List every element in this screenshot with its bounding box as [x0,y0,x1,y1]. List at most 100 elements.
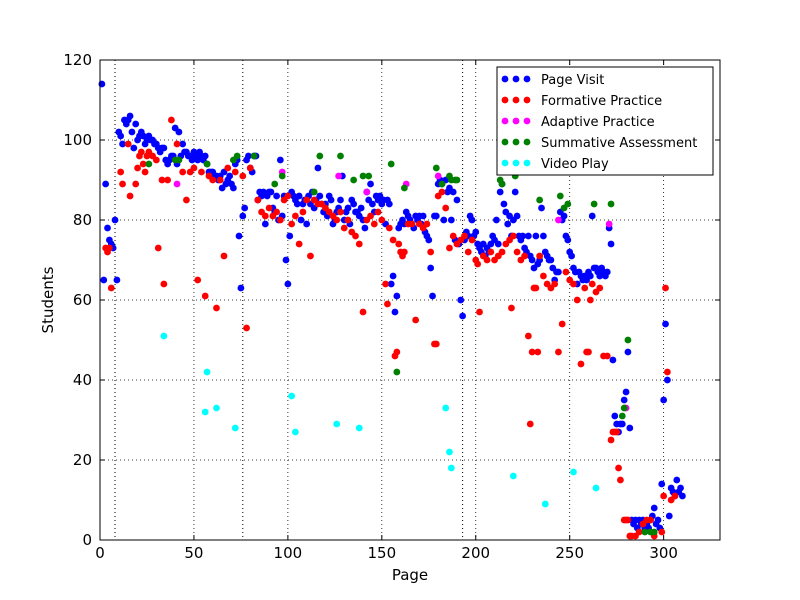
point-formative-practice [179,168,187,176]
point-page-visit [528,256,536,264]
point-formative-practice [201,292,209,300]
point-summative-assessment [624,336,632,344]
legend-label-adaptive-practice: Adaptive Practice [541,115,655,130]
legend-marker-page-visit [523,75,531,83]
point-formative-practice [284,192,292,200]
legend-marker-summative-assessment [512,138,520,146]
point-page-visit [673,476,681,484]
point-formative-practice [355,240,363,248]
point-formative-practice [408,220,416,228]
point-formative-practice [662,284,669,292]
point-summative-assessment [556,192,564,200]
point-formative-practice [442,204,450,212]
y-tick-label: 0 [82,531,92,549]
point-summative-assessment [393,368,401,376]
legend-marker-video-play [523,159,531,167]
point-page-visit [447,216,455,224]
point-formative-practice [254,196,262,204]
point-page-visit [344,204,352,212]
point-formative-practice [474,260,482,268]
point-page-visit [119,140,126,148]
point-page-visit [327,196,335,204]
point-page-visit [654,516,662,524]
series-summative-assessment [145,152,658,536]
grid [100,60,720,540]
point-formative-practice [449,232,457,240]
point-formative-practice [526,420,534,428]
point-formative-practice [137,148,145,156]
point-formative-practice [152,156,160,164]
point-page-visit [229,184,237,192]
point-formative-practice [389,236,397,244]
y-axis-label: Students [39,266,57,333]
point-formative-practice [660,492,668,500]
point-page-visit [419,212,427,220]
point-formative-practice [635,528,643,536]
point-summative-assessment [590,200,598,208]
point-page-visit [111,216,119,224]
point-formative-practice [173,140,181,148]
point-formative-practice [395,240,403,248]
legend: Page Visit Formative Practice Adaptive Pra… [496,66,714,176]
point-page-visit [472,228,480,236]
point-formative-practice [231,168,239,176]
point-formative-practice [588,280,596,288]
point-formative-practice [288,220,296,228]
point-page-visit [316,192,324,200]
point-page-visit [385,200,393,208]
point-adaptive-practice [363,188,371,196]
legend-label-formative-practice: Formative Practice [541,94,662,109]
point-formative-practice [295,240,303,248]
point-summative-assessment [620,404,628,412]
point-formative-practice [586,296,594,304]
point-page-visit [367,180,374,188]
point-page-visit [126,112,134,120]
legend-box [496,66,714,176]
point-formative-practice [370,220,378,228]
point-page-visit [493,216,500,224]
point-formative-practice [132,180,140,188]
point-formative-practice [224,164,232,172]
point-page-visit [284,280,292,288]
axis-ticks: 0 50 100 150 200 250 300 0 20 40 60 80 100 120 [63,51,720,562]
point-page-visit [117,132,125,140]
point-formative-practice [126,192,134,200]
point-formative-practice [432,340,440,348]
point-formative-practice [647,516,654,524]
x-tick-label: 200 [461,544,490,562]
point-page-visit [624,348,632,356]
point-summative-assessment [250,152,258,160]
y-tick-label: 40 [73,371,92,389]
point-formative-practice [209,176,217,184]
point-formative-practice [220,252,228,260]
point-video-play [288,392,296,400]
point-page-visit [282,256,290,264]
point-summative-assessment [453,176,461,184]
point-formative-practice [213,304,220,312]
point-formative-practice [164,176,172,184]
point-formative-practice [585,348,592,356]
x-axis-label: Page [392,566,428,584]
point-formative-practice [476,308,483,316]
point-adaptive-practice [335,172,343,180]
point-page-visit [607,240,615,248]
x-tick-label: 50 [184,544,203,562]
point-adaptive-practice [605,220,613,228]
point-page-visit [369,200,376,208]
point-formative-practice [658,528,666,536]
point-page-visit [665,512,673,520]
point-page-visit [245,152,252,160]
x-tick-label: 300 [649,544,678,562]
point-formative-practice [167,116,175,124]
point-summative-assessment [350,176,358,184]
legend-marker-formative-practice [523,96,531,104]
point-formative-practice [607,436,615,444]
legend-label-video-play: Video Play [541,157,609,172]
point-summative-assessment [607,200,615,208]
point-page-visit [235,232,243,240]
point-summative-assessment [536,196,544,204]
point-page-visit [432,212,440,220]
point-page-visit [539,232,547,240]
point-page-visit [679,492,686,500]
point-formative-practice [359,308,367,316]
